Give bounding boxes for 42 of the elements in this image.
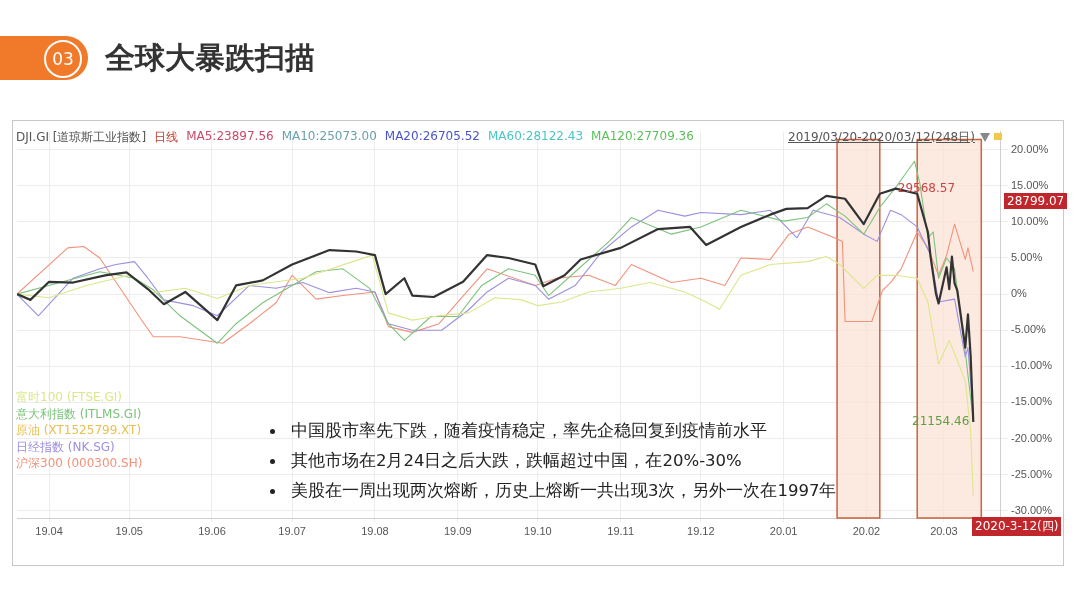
annotation: MA5:23897.56 (186, 129, 274, 145)
x-tick-label: 19.10 (524, 524, 552, 537)
text: 03 (46, 42, 80, 76)
x-tick-label: 19.05 (115, 524, 143, 537)
y-tick-label: -20.00% (1011, 431, 1053, 444)
y-tick-label: 20.00% (1011, 142, 1049, 155)
y-tick-label: -5.00% (1011, 323, 1047, 336)
annotation: MA120:27709.36 (591, 129, 694, 145)
y-tick-label: -15.00% (1011, 395, 1053, 408)
text: 富时100 (FTSE.GI) (16, 389, 123, 406)
annotation: 中国股市率先下跌，随着疫情稳定，率先企稳回复到疫情前水平 (291, 420, 767, 442)
y-tick-label: 0% (1011, 287, 1028, 300)
text: 28799.07 (1004, 193, 1068, 209)
x-tick-label: 19.08 (361, 524, 389, 537)
x-tick-label: 19.09 (443, 524, 472, 537)
y-tick-label: 10.00% (1011, 214, 1049, 227)
x-tick-label: 19.12 (687, 524, 715, 537)
y-tick-label: -10.00% (1011, 359, 1053, 372)
text: 意大利指数 (ITLMS.GI) (16, 405, 143, 422)
y-tick-label: -30.00% (1011, 503, 1053, 516)
chart-title: 全球大暴跌扫描 (105, 39, 315, 77)
text: 2020-3-12(四) (972, 517, 1062, 536)
x-tick-label: 20.01 (769, 524, 798, 537)
y-tick-label: -25.00% (1011, 467, 1053, 480)
x-tick-label: 20.02 (852, 524, 881, 537)
annotation: MA10:25073.00 (281, 129, 377, 145)
x-tick-label: 19.07 (278, 524, 306, 537)
text: 沪深300 (000300.SH) (16, 455, 143, 472)
y-tick-label: 5.00% (1011, 251, 1043, 264)
chart-subtitle: DJI.GI [道琼斯工业指数] (16, 129, 147, 146)
y-tick-label: 15.00% (1011, 178, 1049, 191)
annotation: 其他市场在2月24日之后大跌，跌幅超过中国，在20%-30% (291, 450, 742, 472)
x-tick-label: 19.06 (198, 524, 226, 537)
legend-label: 原油 (XT1525799.XT) (16, 422, 143, 439)
annotation: MA60:28122.43 (487, 129, 584, 145)
x-tick-label: 20.03 (930, 524, 958, 537)
text: 日经指数 (NK.SG) (16, 438, 116, 455)
x-tick-label: 19.04 (35, 524, 63, 537)
x-tick-label: 19.11 (607, 524, 635, 537)
annotation: 日线 (154, 129, 179, 146)
annotation: MA20:26705.52 (384, 129, 480, 145)
annotation: 美股在一周出现两次熔断，历史上熔断一共出现3次，另外一次在1997年 (291, 480, 837, 502)
